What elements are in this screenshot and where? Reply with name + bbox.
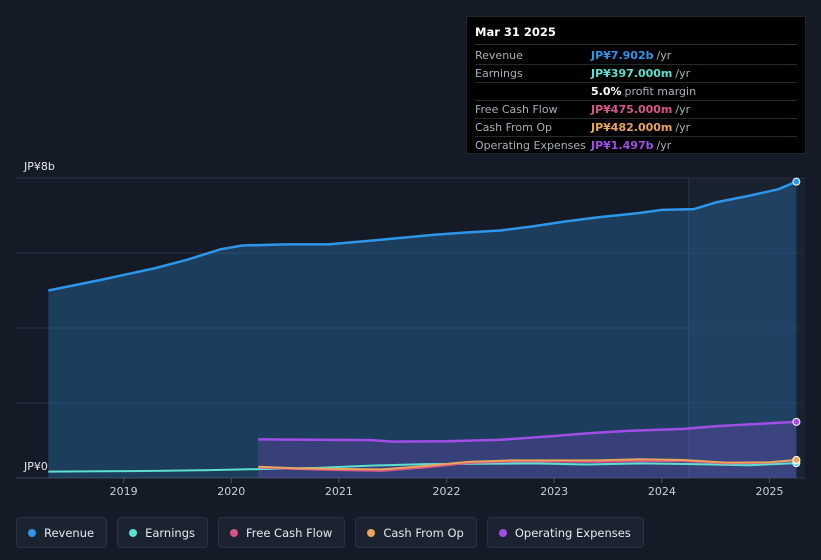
tooltip-row: 5.0% profit margin xyxy=(475,83,797,101)
data-tooltip: Mar 31 2025 Revenue JP¥7.902b/yr Earnings J… xyxy=(466,16,806,154)
chart-legend: Revenue Earnings Free Cash Flow Cash From O… xyxy=(16,517,644,548)
x-tick-label: 2023 xyxy=(540,485,568,498)
legend-dot-icon xyxy=(230,528,238,537)
legend-item-label: Cash From Op xyxy=(383,525,464,540)
x-tick-label: 2024 xyxy=(648,485,676,498)
legend-item-label: Free Cash Flow xyxy=(246,525,333,540)
x-tick-label: 2022 xyxy=(433,485,461,498)
legend-dot-icon xyxy=(28,528,36,537)
tooltip-row: Operating Expenses JP¥1.497b/yr xyxy=(475,137,797,154)
legend-dot-icon xyxy=(498,528,507,537)
tooltip-rows: Revenue JP¥7.902b/yr Earnings JP¥397.000m/y… xyxy=(475,47,797,154)
tooltip-row-label: Free Cash Flow xyxy=(475,103,558,116)
tooltip-row-value: JP¥397.000m xyxy=(591,67,673,80)
financial-chart: JP¥8b JP¥0 2019 2020 2021 2022 2023 2024 2025 xyxy=(16,160,805,498)
legend-item-label: Earnings xyxy=(145,525,195,540)
legend-dot-icon xyxy=(129,528,138,537)
tooltip-row-label: Earnings xyxy=(475,67,523,80)
tooltip-row-value: JP¥1.497b xyxy=(591,139,654,152)
legend-item-operating-expenses[interactable]: Operating Expenses xyxy=(486,517,644,548)
legend-item-earnings[interactable]: Earnings xyxy=(117,517,208,548)
tooltip-row-label: Operating Expenses xyxy=(475,139,586,152)
legend-item-cash-from-op[interactable]: Cash From Op xyxy=(355,517,477,548)
tooltip-row-label: Cash From Op xyxy=(475,121,553,134)
tooltip-row-unit: /yr xyxy=(675,67,691,80)
tooltip-row: Cash From Op JP¥482.000m/yr xyxy=(475,119,797,137)
y-axis-top-label: JP¥8b xyxy=(23,160,55,173)
end-markers xyxy=(792,177,801,468)
tooltip-row-label: Revenue xyxy=(475,49,523,62)
tooltip-date: Mar 31 2025 xyxy=(475,24,797,45)
tooltip-row-value: 5.0% xyxy=(591,85,622,98)
x-tick-label: 2019 xyxy=(110,485,138,498)
revenue-end-marker xyxy=(792,177,801,186)
tooltip-row-value: JP¥7.902b xyxy=(591,49,654,62)
operating-expenses-end-marker xyxy=(792,417,801,426)
x-tick-label: 2020 xyxy=(217,485,245,498)
cash-from-op-end-marker xyxy=(792,455,801,464)
tooltip-row: Earnings JP¥397.000m/yr xyxy=(475,65,797,83)
legend-item-label: Revenue xyxy=(44,525,95,540)
x-tick-label: 2025 xyxy=(755,485,783,498)
y-axis-bottom-label: JP¥0 xyxy=(23,460,48,473)
series-lines xyxy=(48,180,797,473)
x-tick-label: 2021 xyxy=(325,485,353,498)
tooltip-row-unit: /yr xyxy=(675,121,691,134)
tooltip-row-unit: /yr xyxy=(656,139,672,152)
series-areas xyxy=(48,181,797,478)
legend-item-free-cash-flow[interactable]: Free Cash Flow xyxy=(218,517,346,548)
tooltip-row-unit: /yr xyxy=(656,49,672,62)
legend-item-label: Operating Expenses xyxy=(514,525,631,540)
earnings-line xyxy=(48,462,797,473)
legend-dot-icon xyxy=(367,528,376,537)
legend-item-revenue[interactable]: Revenue xyxy=(16,517,108,548)
cash-from-op-line xyxy=(258,458,797,471)
tooltip-row-unit: profit margin xyxy=(624,85,697,98)
x-axis-ticks: 2019 2020 2021 2022 2023 2024 2025 xyxy=(110,478,783,498)
tooltip-row-unit: /yr xyxy=(675,103,691,116)
tooltip-row-value: JP¥482.000m xyxy=(591,121,673,134)
operating-expenses-line xyxy=(258,420,797,443)
revenue-line xyxy=(48,180,797,292)
revenue-area xyxy=(48,181,797,478)
tooltip-row-label xyxy=(475,83,591,100)
tooltip-row-value: JP¥475.000m xyxy=(591,103,673,116)
tooltip-row: Free Cash Flow JP¥475.000m/yr xyxy=(475,101,797,119)
tooltip-row: Revenue JP¥7.902b/yr xyxy=(475,47,797,65)
